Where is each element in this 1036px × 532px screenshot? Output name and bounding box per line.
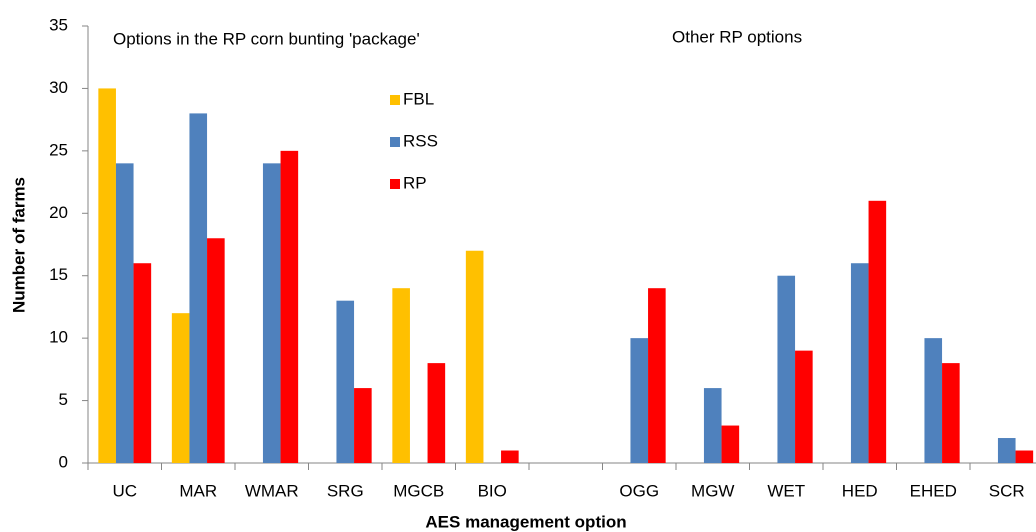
bar <box>924 338 943 463</box>
bar <box>942 363 960 463</box>
bar <box>133 263 152 463</box>
bar <box>721 425 740 463</box>
bar <box>262 163 281 464</box>
bar <box>392 288 410 463</box>
y-tick-label: 15 <box>49 265 68 284</box>
bar <box>354 388 372 463</box>
bar <box>98 88 116 463</box>
bar <box>189 113 208 464</box>
legend-label: FBL <box>403 89 434 108</box>
y-tick-label: 0 <box>59 452 68 471</box>
y-tick-label: 30 <box>49 78 68 97</box>
bar <box>207 238 225 463</box>
x-tick-label: BIO <box>478 481 507 500</box>
legend-swatch <box>390 179 400 189</box>
bar <box>427 363 446 463</box>
y-tick-label: 25 <box>49 140 68 159</box>
bar <box>868 200 887 464</box>
y-tick-label: 5 <box>59 390 68 409</box>
bar <box>280 150 299 463</box>
x-tick-label: WET <box>767 481 805 500</box>
x-tick-label: MGW <box>691 481 734 500</box>
x-tick-label: MAR <box>179 481 217 500</box>
bar <box>777 275 796 463</box>
bar <box>703 388 722 463</box>
x-tick-label: WMAR <box>245 481 299 500</box>
bar <box>648 288 666 463</box>
x-tick-label: OGG <box>619 481 659 500</box>
y-tick-label: 20 <box>49 203 68 222</box>
legend-swatch <box>390 137 400 147</box>
bar <box>997 438 1016 463</box>
bar <box>795 350 813 463</box>
bar <box>336 300 355 463</box>
bar <box>115 163 134 464</box>
bar <box>850 263 869 463</box>
annotation: Other RP options <box>672 27 802 46</box>
annotation: Options in the RP corn bunting 'package' <box>113 29 420 48</box>
x-axis-label: AES management option <box>425 512 626 531</box>
legend-swatch <box>390 95 400 105</box>
legend-label: RSS <box>403 131 438 150</box>
bar <box>501 450 519 463</box>
x-tick-label: MGCB <box>393 481 444 500</box>
y-tick-label: 35 <box>49 15 68 34</box>
x-tick-label: SRG <box>327 481 364 500</box>
x-tick-label: SCR <box>989 481 1025 500</box>
legend-label: RP <box>403 173 427 192</box>
x-tick-label: HED <box>842 481 878 500</box>
bar <box>171 313 190 463</box>
bar <box>465 250 484 463</box>
bar <box>1015 450 1034 463</box>
y-tick-label: 10 <box>49 328 68 347</box>
y-axis-label: Number of farms <box>9 177 28 313</box>
x-tick-label: EHED <box>910 481 957 500</box>
x-tick-label: UC <box>112 481 137 500</box>
bar <box>630 338 649 463</box>
